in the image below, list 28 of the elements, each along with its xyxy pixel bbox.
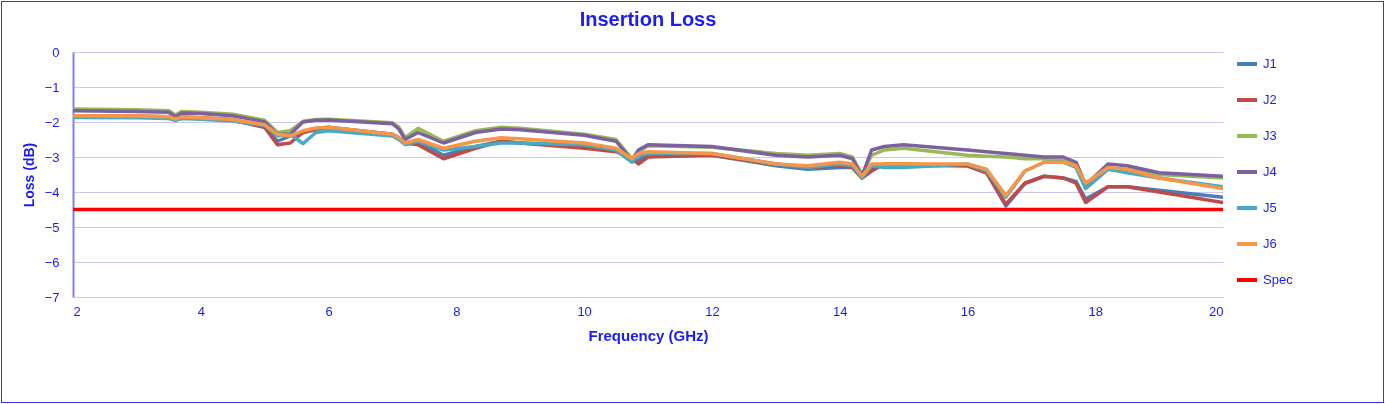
legend-label: J5	[1263, 200, 1277, 215]
x-tick-label: 14	[832, 303, 848, 319]
legend-label: J6	[1263, 236, 1277, 251]
y-tick-label: −2	[44, 114, 60, 130]
y-tick-label: −6	[44, 254, 60, 270]
y-tick-label: 0	[52, 44, 60, 60]
x-tick-label: 16	[960, 303, 976, 319]
x-tick-label: 4	[197, 303, 205, 319]
legend-label: J2	[1263, 92, 1277, 107]
y-tick-label: −7	[44, 289, 60, 305]
legend-label: Spec	[1263, 272, 1294, 287]
legend-label: J3	[1263, 128, 1277, 143]
x-tick-label: 10	[577, 303, 592, 319]
y-tick-label: −5	[44, 219, 60, 235]
chart-title: Insertion Loss	[579, 8, 717, 30]
x-tick-label: 8	[453, 303, 461, 319]
legend-label: J4	[1263, 164, 1277, 179]
y-axis-title: Loss (dB)	[20, 142, 37, 208]
x-tick-label: 12	[705, 303, 720, 319]
y-tick-label: −4	[44, 184, 60, 200]
x-axis-title: Frequency (GHz)	[588, 326, 709, 344]
x-tick-label: 18	[1088, 303, 1103, 319]
x-tick-label: 2	[73, 303, 81, 319]
legend-label: J1	[1263, 56, 1277, 71]
x-tick-label: 20	[1209, 303, 1224, 319]
y-tick-label: −1	[44, 79, 60, 95]
y-tick-label: −3	[44, 149, 60, 165]
x-tick-label: 6	[325, 303, 333, 319]
